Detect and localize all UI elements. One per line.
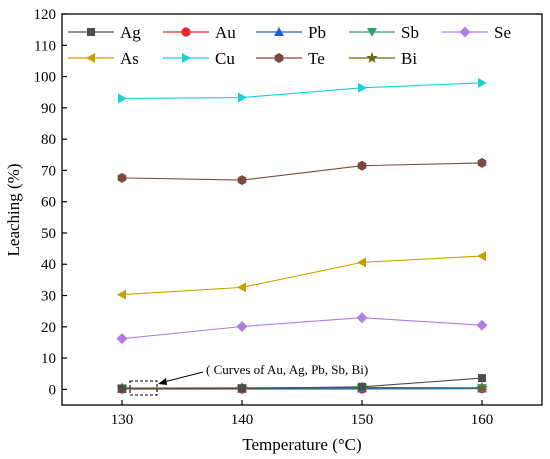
y-tick-label: 80	[41, 132, 56, 148]
x-tick-label: 150	[351, 412, 374, 428]
data-point-te	[357, 160, 367, 171]
annotation-dashed-box	[129, 380, 158, 396]
x-tick-label: 160	[471, 412, 494, 428]
data-point-se	[236, 320, 248, 332]
data-point-as	[117, 289, 126, 300]
legend-label-sb: Sb	[401, 23, 419, 42]
legend-marker-bi	[366, 52, 378, 63]
data-point-te	[477, 157, 487, 168]
data-point-cu	[478, 77, 487, 88]
y-tick-label: 0	[49, 382, 57, 398]
data-point-ag	[238, 384, 246, 393]
legend-marker-pb	[274, 27, 284, 36]
y-tick-label: 110	[34, 38, 56, 54]
legend-label-ag: Ag	[120, 23, 141, 42]
y-tick-label: 40	[41, 257, 56, 273]
data-point-ag	[358, 382, 366, 391]
annotation-label: ( Curves of Au, Ag, Pb, Sb, Bi)	[206, 362, 368, 377]
y-tick-label: 120	[34, 7, 57, 23]
axis-ticks: 130 140 150 160 0 10 20 30 40 50 60 70 80 90 100 110 120	[34, 7, 494, 428]
legend-marker-te	[274, 53, 284, 63]
series-line-as	[121, 255, 483, 296]
legend-marker-sb	[367, 28, 377, 37]
annotation: ( Curves of Au, Ag, Pb, Sb, Bi)	[129, 362, 368, 396]
legend-marker-ag	[87, 28, 95, 36]
x-tick-label: 130	[111, 412, 134, 428]
y-axis-title: Leaching (%)	[4, 164, 23, 257]
legend-label-as: As	[120, 49, 139, 68]
y-tick-label: 20	[41, 320, 56, 336]
legend-marker-as	[86, 53, 95, 63]
legend-label-te: Te	[308, 49, 325, 68]
data-point-as	[477, 251, 486, 262]
data-point-as	[357, 257, 366, 268]
data-point-as	[237, 282, 246, 293]
series-line-cu	[121, 82, 483, 100]
y-tick-label: 60	[41, 195, 56, 211]
annotation-arrowhead	[158, 378, 167, 385]
data-point-cu	[238, 92, 247, 103]
legend: Ag Au Pb Sb Se As Cu Te Bi	[68, 23, 511, 68]
legend-marker-cu	[182, 53, 191, 63]
data-point-bi	[476, 381, 488, 393]
data-point-cu	[118, 93, 127, 104]
legend-label-cu: Cu	[215, 49, 235, 68]
legend-marker-au	[181, 27, 191, 37]
x-axis-title: Temperature (°C)	[242, 435, 361, 454]
legend-label-bi: Bi	[401, 49, 417, 68]
data-point-ag	[478, 374, 486, 383]
data-point-se	[116, 333, 128, 345]
series-line-te	[121, 162, 483, 181]
annotation-arrow	[159, 371, 204, 384]
data-point-te	[237, 175, 247, 186]
legend-label-pb: Pb	[308, 23, 326, 42]
y-tick-label: 30	[41, 289, 56, 305]
legend-label-au: Au	[215, 23, 236, 42]
y-tick-label: 100	[34, 70, 57, 86]
data-point-te	[117, 172, 127, 183]
legend-label-se: Se	[494, 23, 511, 42]
y-tick-label: 90	[41, 101, 56, 117]
data-point-ag	[118, 384, 126, 393]
series-line-se	[121, 317, 483, 340]
data-point-cu	[358, 82, 367, 93]
y-tick-label: 10	[41, 351, 56, 367]
y-tick-label: 70	[41, 163, 56, 179]
y-tick-label: 50	[41, 226, 56, 242]
data-point-se	[476, 319, 488, 331]
x-tick-label: 140	[231, 412, 254, 428]
legend-marker-se	[459, 26, 471, 38]
data-point-se	[356, 312, 368, 324]
plot-frame	[61, 13, 543, 406]
series-line-ag	[121, 377, 483, 390]
series-layer	[116, 77, 488, 394]
